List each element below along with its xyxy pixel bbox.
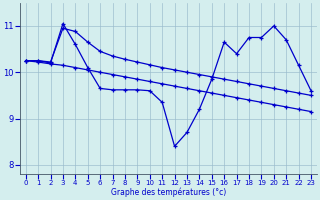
X-axis label: Graphe des températures (°c): Graphe des températures (°c)	[111, 188, 226, 197]
